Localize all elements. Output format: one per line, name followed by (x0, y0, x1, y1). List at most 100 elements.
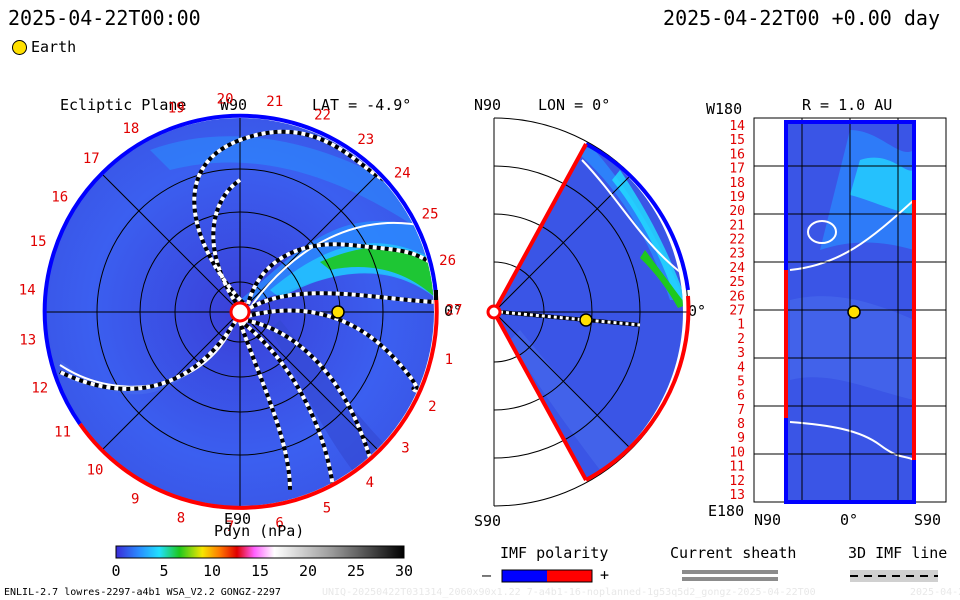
ecliptic-tick-label: 11 (54, 425, 71, 441)
imf-line-title: 3D IMF line (848, 544, 948, 562)
ecliptic-tick-label: 13 (19, 332, 36, 348)
colorbar-tick-label: 10 (202, 562, 222, 580)
timestamp-right: 2025-04-22T00 +0.00 day (663, 6, 940, 30)
ecliptic-tick-label: 19 (168, 101, 185, 117)
radial-tick-label: 3 (737, 346, 745, 361)
ecliptic-tick-label: 27 (446, 303, 463, 319)
radial-tick-label: 24 (729, 261, 745, 276)
earth-marker-radial (847, 305, 861, 319)
radial-tick-label: 18 (729, 176, 745, 191)
radial-tick-label: 13 (729, 488, 745, 503)
radial-tick-label: 20 (729, 204, 745, 219)
ecliptic-tick-label: 12 (31, 381, 48, 397)
ecliptic-tick-label: 24 (394, 166, 411, 182)
colorbar-tick-label: 30 (394, 562, 414, 580)
radial-tick-label: 9 (737, 431, 745, 446)
imf-polarity-title: IMF polarity (500, 544, 609, 562)
ecliptic-tick-label: 15 (30, 234, 47, 250)
colorbar-tick-label: 25 (346, 562, 366, 580)
earth-marker-meridional (579, 313, 593, 327)
pdyn-colorbar (115, 545, 405, 559)
radial-tick-label: 17 (729, 162, 745, 177)
radial-tick-label: 19 (729, 190, 745, 205)
meridional-plane-wedge (486, 117, 691, 507)
ecliptic-tick-label: 5 (323, 501, 331, 517)
meridional-n90-label: N90 (474, 96, 502, 114)
radial-w180-label: W180 (706, 100, 743, 118)
ecliptic-tick-label: 22 (314, 108, 331, 124)
ecliptic-tick-label: 7 (226, 519, 234, 535)
earth-marker-ecliptic (331, 305, 345, 319)
radial-e180-label: E180 (708, 502, 745, 520)
ecliptic-longitude-ticks: 20 21222324252627123456789101112131415161… (19, 92, 463, 535)
radial-tick-label: 27 (729, 304, 745, 319)
footer-date-info: 2025-04-22 (910, 587, 960, 598)
radial-tick-label: 10 (729, 445, 745, 460)
ecliptic-tick-label: 8 (177, 511, 185, 527)
ecliptic-w90-label: W90 (220, 96, 248, 114)
radial-tick-label: 1 (737, 318, 745, 333)
radial-tick-label: 6 (737, 389, 745, 404)
ecliptic-tick-label: 2 (428, 399, 436, 415)
meridional-0deg-label: 0° (688, 302, 707, 320)
ecliptic-lat-label: LAT = -4.9° (312, 96, 412, 114)
colorbar-tick-label: 0 (111, 562, 121, 580)
current-sheath-swatch (682, 570, 778, 581)
ecliptic-tick-label: 20 (217, 92, 234, 108)
meridional-lon-label: LON = 0° (538, 96, 611, 114)
imf-line-swatch (850, 570, 938, 582)
radial-tick-label: 7 (737, 403, 745, 418)
radial-tick-label: 12 (729, 474, 745, 489)
radial-tick-label: 21 (729, 218, 745, 233)
footer-run-info: UNIQ-20250422T031314_2060x90x1.22 7-a4b1… (322, 587, 816, 598)
ecliptic-title: Ecliptic Plane (60, 96, 187, 114)
ecliptic-tick-label: 17 (83, 151, 100, 167)
ecliptic-tick-label: 4 (366, 475, 374, 491)
radial-tick-label: 11 (729, 460, 745, 475)
imf-minus-label: – (482, 566, 492, 584)
colorbar-tick-label: 20 (298, 562, 318, 580)
ecliptic-tick-label: 26 (439, 253, 456, 269)
ecliptic-tick-label: 25 (422, 207, 439, 223)
colorbar-tick-label: 5 (159, 562, 169, 580)
imf-positive-swatch (547, 570, 592, 582)
radial-r-label: R = 1.0 AU (802, 96, 893, 114)
current-sheath-title: Current sheath (670, 544, 797, 562)
ecliptic-e90-label: E90 (224, 510, 252, 528)
radial-tick-label: 15 (729, 133, 745, 148)
ecliptic-tick-label: 18 (122, 121, 139, 137)
radial-tick-label: 4 (737, 360, 745, 375)
radial-tick-label: 16 (729, 147, 745, 162)
colorbar-title: Pdyn (nPa) (214, 522, 305, 540)
radial-tick-label: 2 (737, 332, 745, 347)
ecliptic-tick-label: 16 (51, 190, 68, 206)
ecliptic-tick-label: 3 (401, 441, 409, 457)
ecliptic-tick-label: 10 (87, 462, 104, 478)
ecliptic-0deg-label: 0° (444, 302, 463, 320)
ecliptic-tick-label: 14 (19, 283, 36, 299)
radial-tick-label: 14 (729, 119, 745, 134)
ecliptic-plane-disk (42, 113, 439, 510)
ecliptic-tick-label: 9 (131, 492, 139, 508)
radial-x-label-s90: S90 (914, 511, 942, 529)
radial-map-panel (753, 117, 947, 504)
imf-negative-swatch (502, 570, 547, 582)
radial-tick-label: 8 (737, 417, 745, 432)
radial-tick-label: 5 (737, 375, 745, 390)
legend-earth-label: Earth (31, 38, 77, 56)
footer-model-info: ENLIL-2.7 lowres-2297-a4b1 WSA_V2.2 GONG… (4, 587, 281, 598)
ecliptic-tick-label: 1 (445, 352, 453, 368)
radial-tick-label: 25 (729, 275, 745, 290)
colorbar-tick-label: 15 (250, 562, 270, 580)
radial-tick-label: 22 (729, 233, 745, 248)
earth-marker-icon (12, 40, 27, 55)
meridional-s90-label: S90 (474, 512, 502, 530)
radial-tick-label: 26 (729, 289, 745, 304)
radial-x-label-n90: N90 (754, 511, 782, 529)
imf-plus-label: + (600, 566, 610, 584)
ecliptic-tick-label: 23 (357, 132, 374, 148)
ecliptic-tick-label: 21 (266, 94, 283, 110)
timestamp-left: 2025-04-22T00:00 (8, 6, 201, 30)
radial-longitude-ticks: 1415161718192021222324252627123456789101… (729, 119, 745, 503)
